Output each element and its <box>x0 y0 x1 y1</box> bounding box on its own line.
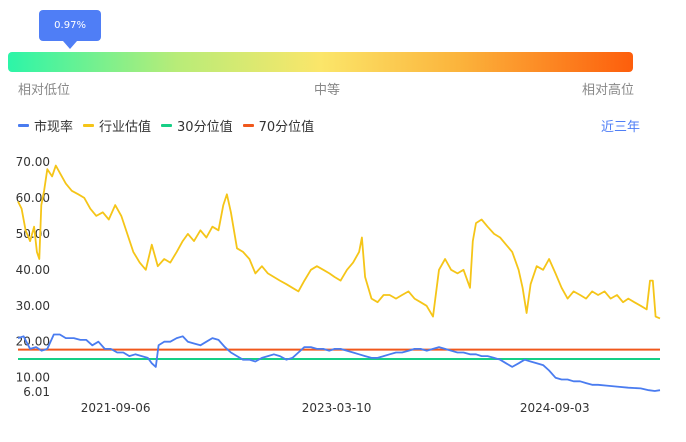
valuation-gauge-bar <box>8 52 633 72</box>
percentile-marker-bubble: 0.97% <box>39 10 102 41</box>
x-tick-label: 2024-09-03 <box>520 401 590 415</box>
legend-item-price-cashflow[interactable]: 市现率 <box>18 116 73 135</box>
chart-series-layer <box>17 164 661 392</box>
legend-item-industry-valuation[interactable]: 行业估值 <box>83 116 151 135</box>
legend-swatch <box>83 124 95 127</box>
y-tick-label: 30.00 <box>16 299 50 313</box>
gauge-label-mid: 中等 <box>314 83 341 98</box>
y-tick-label: 60.00 <box>16 191 50 205</box>
legend-label: 70分位值 <box>258 120 315 135</box>
legend-item-30-percentile[interactable]: 30分位值 <box>161 116 233 135</box>
y-tick-label: 10.00 <box>16 371 50 385</box>
chart-legend: 市现率 行业估值 30分位值 70分位值 <box>18 116 314 135</box>
time-range-selector[interactable]: 近三年 <box>600 120 640 135</box>
legend-label: 30分位值 <box>177 120 233 135</box>
x-axis-ticks: 2021-09-06 2023-03-10 2024-09-03 <box>81 401 590 415</box>
percentile-marker-label: 0.97% <box>54 20 86 31</box>
legend-swatch <box>18 124 29 127</box>
legend-label: 市现率 <box>34 120 74 135</box>
x-tick-label: 2023-03-10 <box>302 401 372 415</box>
series-line-price-cashflow <box>17 333 661 392</box>
y-tick-label: 6.01 <box>23 385 50 399</box>
legend-swatch <box>242 124 254 127</box>
legend-item-70-percentile[interactable]: 70分位值 <box>242 116 315 135</box>
gauge-label-high: 相对高位 <box>582 83 635 98</box>
series-line-industry-valuation <box>17 164 661 320</box>
percentile-marker-pointer <box>63 41 78 49</box>
gauge-label-low: 相对低位 <box>18 83 71 98</box>
x-tick-label: 2021-09-06 <box>81 401 151 415</box>
legend-label: 行业估值 <box>99 120 152 135</box>
y-tick-label: 70.00 <box>16 155 50 169</box>
y-tick-label: 40.00 <box>16 263 50 277</box>
legend-swatch <box>161 124 173 127</box>
